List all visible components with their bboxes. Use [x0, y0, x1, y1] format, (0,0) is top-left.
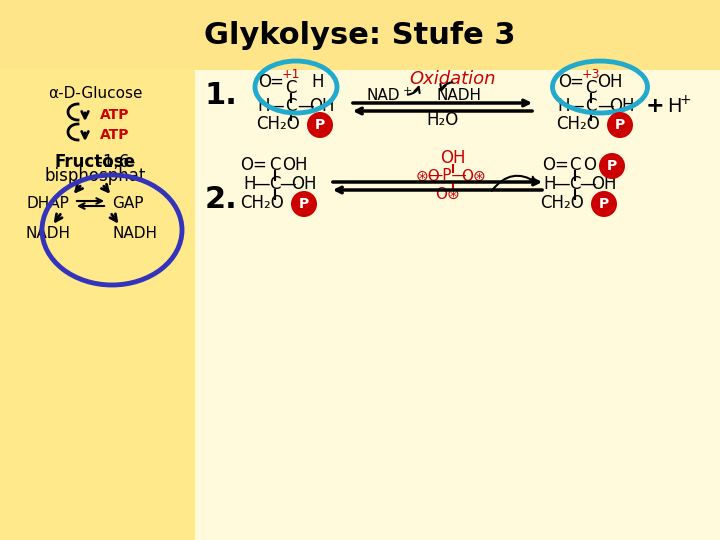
Text: ⊛O: ⊛O [415, 168, 441, 184]
Circle shape [307, 112, 333, 138]
Text: ATP: ATP [100, 128, 130, 142]
Text: DHAP: DHAP [27, 197, 69, 212]
Text: CH₂O: CH₂O [256, 115, 300, 133]
Text: O⊛: O⊛ [436, 186, 460, 201]
Text: C: C [585, 79, 597, 97]
Text: =: = [569, 73, 583, 91]
Text: =: = [252, 156, 266, 174]
Text: NADH: NADH [25, 226, 71, 241]
Text: P: P [607, 159, 617, 173]
Text: O⊛: O⊛ [461, 168, 485, 184]
Text: bisphosphat: bisphosphat [45, 167, 145, 185]
Text: CH₂O: CH₂O [240, 194, 284, 212]
Text: —: — [554, 175, 570, 193]
Text: Oxidation: Oxidation [410, 70, 496, 88]
Text: C: C [585, 97, 597, 115]
Text: P: P [615, 118, 625, 132]
Text: ATP: ATP [100, 108, 130, 122]
Text: OH: OH [292, 175, 317, 193]
Circle shape [291, 191, 317, 217]
Text: O: O [583, 156, 596, 174]
Text: H: H [244, 175, 256, 193]
Text: CH₂O: CH₂O [540, 194, 584, 212]
Text: OH: OH [598, 73, 623, 91]
Text: P: P [599, 197, 609, 211]
Text: —: — [268, 97, 284, 115]
Text: OH: OH [310, 97, 335, 115]
Text: C: C [285, 97, 297, 115]
Text: O: O [559, 73, 572, 91]
Text: 2.: 2. [205, 186, 238, 214]
Text: H: H [258, 97, 270, 115]
Text: —: — [580, 175, 596, 193]
Text: H: H [667, 97, 681, 116]
Text: NADH: NADH [112, 226, 158, 241]
Text: +: + [679, 93, 690, 107]
Text: GAP: GAP [112, 197, 144, 212]
Text: C: C [285, 79, 297, 97]
Text: OH: OH [609, 97, 635, 115]
Text: Fructose: Fructose [55, 153, 135, 171]
Text: C: C [269, 175, 281, 193]
Text: O: O [542, 156, 556, 174]
Text: OH: OH [591, 175, 617, 193]
Text: H: H [558, 97, 570, 115]
Text: —: — [598, 97, 614, 115]
Text: OH: OH [440, 149, 466, 167]
Text: —: — [567, 97, 585, 115]
Text: O: O [240, 156, 253, 174]
Bar [0, 70, 720, 540]
Text: NAD: NAD [366, 87, 400, 103]
Text: P: P [299, 197, 309, 211]
Text: —: — [297, 97, 315, 115]
Text: —P—: —P— [427, 168, 467, 184]
Text: +: + [646, 96, 665, 116]
Text: +1: +1 [282, 69, 300, 82]
Text: C: C [269, 156, 281, 174]
Circle shape [599, 153, 625, 179]
Text: Glykolyse: Stufe 3: Glykolyse: Stufe 3 [204, 21, 516, 50]
Text: 1.: 1. [205, 80, 238, 110]
Text: +3: +3 [582, 69, 600, 82]
Text: C: C [570, 175, 581, 193]
Text: NADH: NADH [437, 87, 482, 103]
Text: +: + [403, 86, 413, 96]
Text: =: = [269, 73, 283, 91]
Text: P: P [315, 118, 325, 132]
Text: H₂O: H₂O [427, 111, 459, 129]
Text: H: H [312, 73, 324, 91]
Text: -1,6-: -1,6- [55, 153, 135, 171]
Text: =: = [554, 156, 568, 174]
Text: O: O [258, 73, 271, 91]
Bar [0, 0, 720, 70]
Text: CH₂O: CH₂O [556, 115, 600, 133]
Text: —: — [279, 175, 297, 193]
Circle shape [591, 191, 617, 217]
Text: —: — [253, 175, 270, 193]
Bar [0, 70, 195, 540]
Text: OH: OH [282, 156, 307, 174]
Text: H: H [544, 175, 557, 193]
Text: α-D-Glucose: α-D-Glucose [48, 85, 143, 100]
Text: C: C [570, 156, 581, 174]
Circle shape [607, 112, 633, 138]
